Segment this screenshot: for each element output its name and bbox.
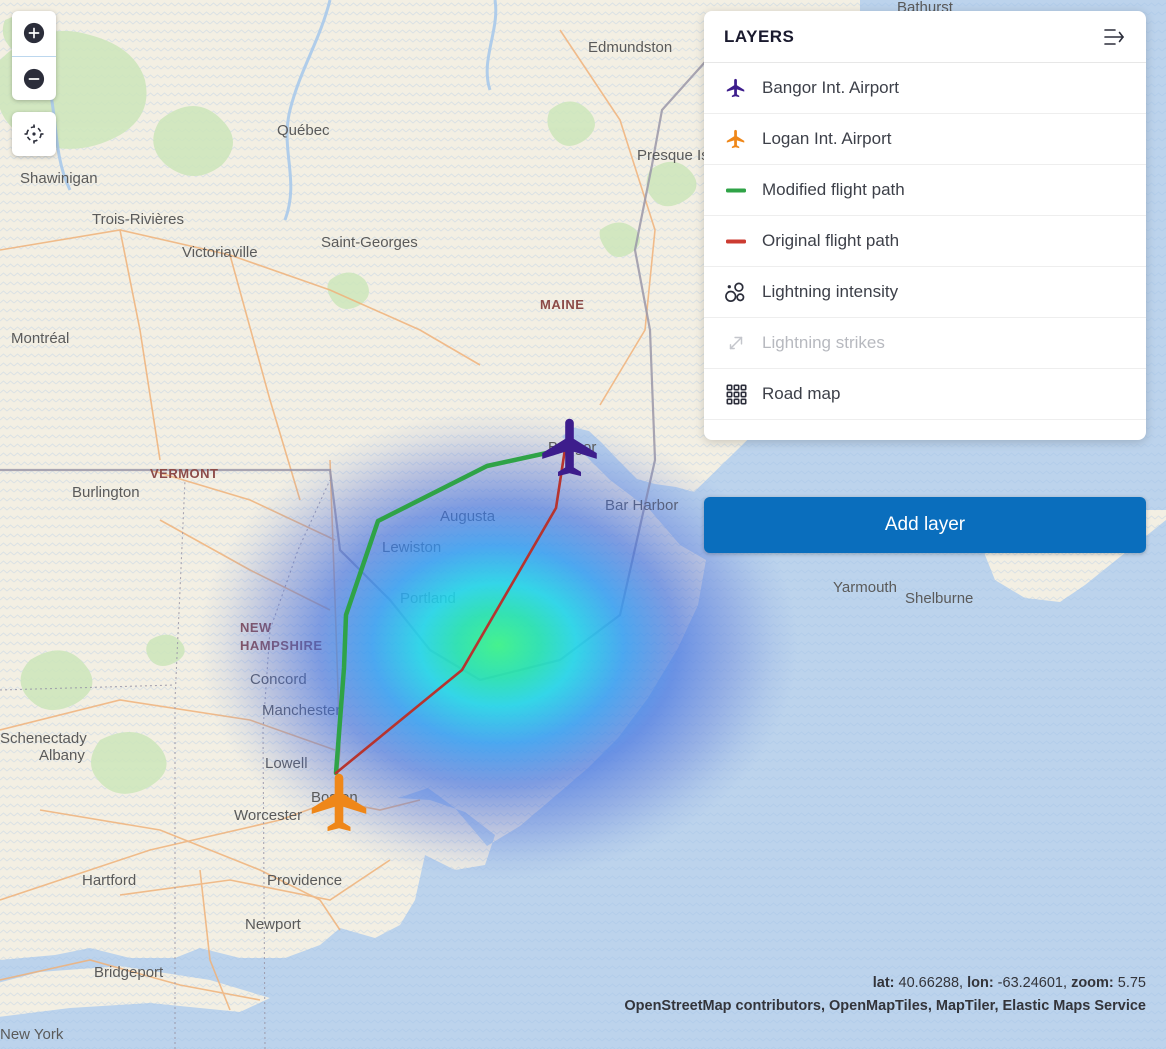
svg-text:Yarmouth: Yarmouth [833,579,897,596]
svg-text:Trois-Rivières: Trois-Rivières [92,211,184,228]
svg-text:Montréal: Montréal [11,330,69,347]
svg-text:Victoriaville: Victoriaville [182,244,258,261]
svg-text:Québec: Québec [277,122,330,139]
svg-text:New York: New York [0,1026,64,1043]
svg-text:VERMONT: VERMONT [150,466,219,481]
svg-text:Burlington: Burlington [72,484,140,501]
svg-text:Newport: Newport [245,916,302,933]
svg-text:Albany: Albany [39,747,85,764]
svg-text:Saint-Georges: Saint-Georges [321,234,418,251]
svg-text:Shawinigan: Shawinigan [20,170,98,187]
svg-text:Shelburne: Shelburne [905,590,973,607]
svg-text:Providence: Providence [267,872,342,889]
svg-text:Edmundston: Edmundston [588,39,672,56]
svg-text:MAINE: MAINE [540,297,584,312]
svg-text:Hartford: Hartford [82,872,136,889]
svg-text:Schenectady: Schenectady [0,730,87,747]
svg-text:Bridgeport: Bridgeport [94,964,164,981]
